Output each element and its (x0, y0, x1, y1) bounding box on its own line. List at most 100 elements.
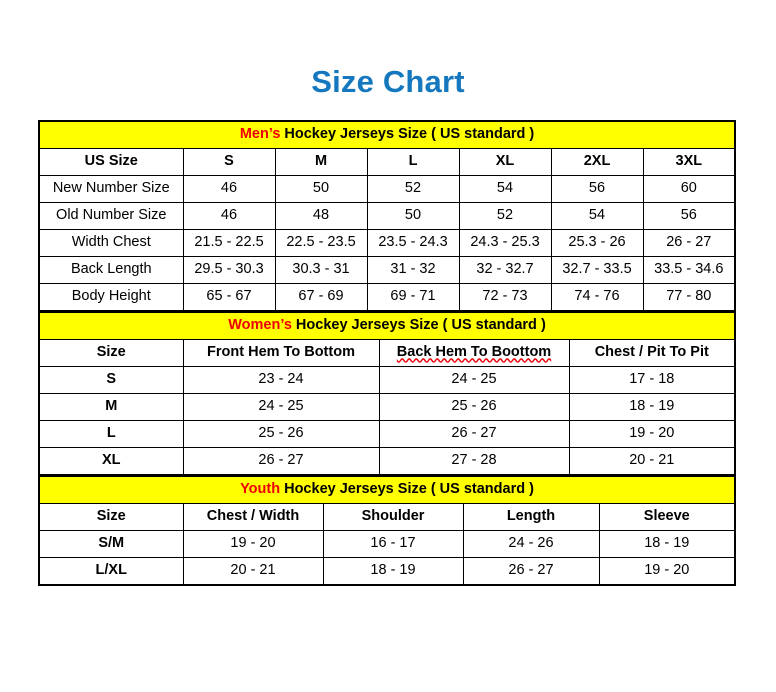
row-label: Old Number Size (38, 202, 184, 230)
table-cell: 18 - 19 (322, 557, 464, 586)
table-cell: 67 - 69 (274, 283, 368, 312)
mens-size-table: Men’s Hockey Jerseys Size ( US standard … (38, 120, 737, 312)
table-cell: 25 - 26 (182, 420, 380, 448)
table-row: New Number Size 46 50 52 54 56 60 (38, 175, 736, 203)
womens-heading-rest: Hockey Jerseys Size ( US standard ) (291, 317, 546, 334)
womens-column-header-row: Size Front Hem To Bottom Back Hem To Boo… (38, 339, 736, 367)
table-cell: 48 (274, 202, 368, 230)
table-cell: 18 - 19 (568, 393, 736, 421)
row-label: L (38, 420, 184, 448)
table-cell: 18 - 19 (598, 530, 736, 558)
mens-col-header: L (366, 148, 460, 176)
table-row: XL 26 - 27 27 - 28 20 - 21 (38, 447, 736, 476)
table-cell: 20 - 21 (568, 447, 736, 476)
table-cell: 65 - 67 (182, 283, 276, 312)
youth-column-header-row: Size Chest / Width Shoulder Length Sleev… (38, 503, 736, 531)
youth-col-header: Sleeve (598, 503, 736, 531)
womens-col-header: Back Hem To Boottom (378, 339, 570, 367)
mens-col-header: 3XL (642, 148, 736, 176)
table-cell: 46 (182, 202, 276, 230)
table-cell: 20 - 21 (182, 557, 324, 586)
youth-heading-rest: Hockey Jerseys Size ( US standard ) (280, 481, 534, 498)
youth-size-table: Youth Hockey Jerseys Size ( US standard … (38, 476, 737, 586)
table-row: Body Height 65 - 67 67 - 69 69 - 71 72 -… (38, 283, 736, 312)
mens-col-header: XL (458, 148, 552, 176)
table-cell: 50 (366, 202, 460, 230)
table-cell: 27 - 28 (378, 447, 570, 476)
mens-section-heading: Men’s Hockey Jerseys Size ( US standard … (38, 120, 736, 149)
womens-col-header-misspelled: Back Hem To Boottom (396, 344, 552, 361)
table-cell: 16 - 17 (322, 530, 464, 558)
mens-section-heading-row: Men’s Hockey Jerseys Size ( US standard … (38, 120, 736, 149)
mens-col-header: US Size (38, 148, 184, 176)
table-cell: 50 (274, 175, 368, 203)
row-label: S (38, 366, 184, 394)
youth-section-heading-row: Youth Hockey Jerseys Size ( US standard … (38, 476, 736, 504)
table-cell: 19 - 20 (182, 530, 324, 558)
table-cell: 25.3 - 26 (550, 229, 644, 257)
womens-col-header: Front Hem To Bottom (182, 339, 380, 367)
page-title: Size Chart (311, 64, 465, 99)
table-cell: 52 (366, 175, 460, 203)
table-cell: 56 (642, 202, 736, 230)
table-cell: 22.5 - 23.5 (274, 229, 368, 257)
table-cell: 21.5 - 22.5 (182, 229, 276, 257)
table-row: Back Length 29.5 - 30.3 30.3 - 31 31 - 3… (38, 256, 736, 284)
youth-col-header: Shoulder (322, 503, 464, 531)
mens-heading-rest: Hockey Jerseys Size ( US standard ) (280, 126, 535, 143)
table-row: M 24 - 25 25 - 26 18 - 19 (38, 393, 736, 421)
table-row: S/M 19 - 20 16 - 17 24 - 26 18 - 19 (38, 530, 736, 558)
youth-heading-accent: Youth (240, 481, 281, 498)
womens-size-table: Women’s Hockey Jerseys Size ( US standar… (38, 312, 737, 476)
mens-col-header: 2XL (550, 148, 644, 176)
table-cell: 19 - 20 (598, 557, 736, 586)
table-cell: 52 (458, 202, 552, 230)
table-cell: 23.5 - 24.3 (366, 229, 460, 257)
table-cell: 24 - 25 (378, 366, 570, 394)
row-label: M (38, 393, 184, 421)
table-row: Old Number Size 46 48 50 52 54 56 (38, 202, 736, 230)
table-cell: 26 - 27 (462, 557, 600, 586)
table-cell: 33.5 - 34.6 (642, 256, 736, 284)
youth-col-header: Chest / Width (182, 503, 324, 531)
mens-heading-accent: Men’s (239, 126, 281, 143)
row-label: L/XL (38, 557, 184, 586)
table-cell: 29.5 - 30.3 (182, 256, 276, 284)
row-label: Width Chest (38, 229, 184, 257)
womens-col-header: Size (38, 339, 184, 367)
size-tables-container: Men’s Hockey Jerseys Size ( US standard … (38, 120, 737, 586)
table-cell: 54 (550, 202, 644, 230)
womens-col-header: Chest / Pit To Pit (568, 339, 736, 367)
table-cell: 60 (642, 175, 736, 203)
table-row: S 23 - 24 24 - 25 17 - 18 (38, 366, 736, 394)
table-cell: 72 - 73 (458, 283, 552, 312)
table-row: Width Chest 21.5 - 22.5 22.5 - 23.5 23.5… (38, 229, 736, 257)
table-row: L 25 - 26 26 - 27 19 - 20 (38, 420, 736, 448)
row-label: Body Height (38, 283, 184, 312)
mens-col-header: S (182, 148, 276, 176)
row-label: S/M (38, 530, 184, 558)
youth-col-header: Length (462, 503, 600, 531)
table-cell: 25 - 26 (378, 393, 570, 421)
womens-section-heading: Women’s Hockey Jerseys Size ( US standar… (38, 312, 736, 340)
youth-col-header: Size (38, 503, 184, 531)
table-cell: 30.3 - 31 (274, 256, 368, 284)
row-label: New Number Size (38, 175, 184, 203)
table-cell: 46 (182, 175, 276, 203)
table-cell: 74 - 76 (550, 283, 644, 312)
womens-section-heading-row: Women’s Hockey Jerseys Size ( US standar… (38, 312, 736, 340)
table-cell: 54 (458, 175, 552, 203)
table-cell: 77 - 80 (642, 283, 736, 312)
table-cell: 32.7 - 33.5 (550, 256, 644, 284)
table-cell: 24 - 26 (462, 530, 600, 558)
table-cell: 56 (550, 175, 644, 203)
table-cell: 32 - 32.7 (458, 256, 552, 284)
table-row: L/XL 20 - 21 18 - 19 26 - 27 19 - 20 (38, 557, 736, 586)
table-cell: 23 - 24 (182, 366, 380, 394)
table-cell: 69 - 71 (366, 283, 460, 312)
mens-col-header: M (274, 148, 368, 176)
table-cell: 19 - 20 (568, 420, 736, 448)
table-cell: 26 - 27 (182, 447, 380, 476)
table-cell: 17 - 18 (568, 366, 736, 394)
